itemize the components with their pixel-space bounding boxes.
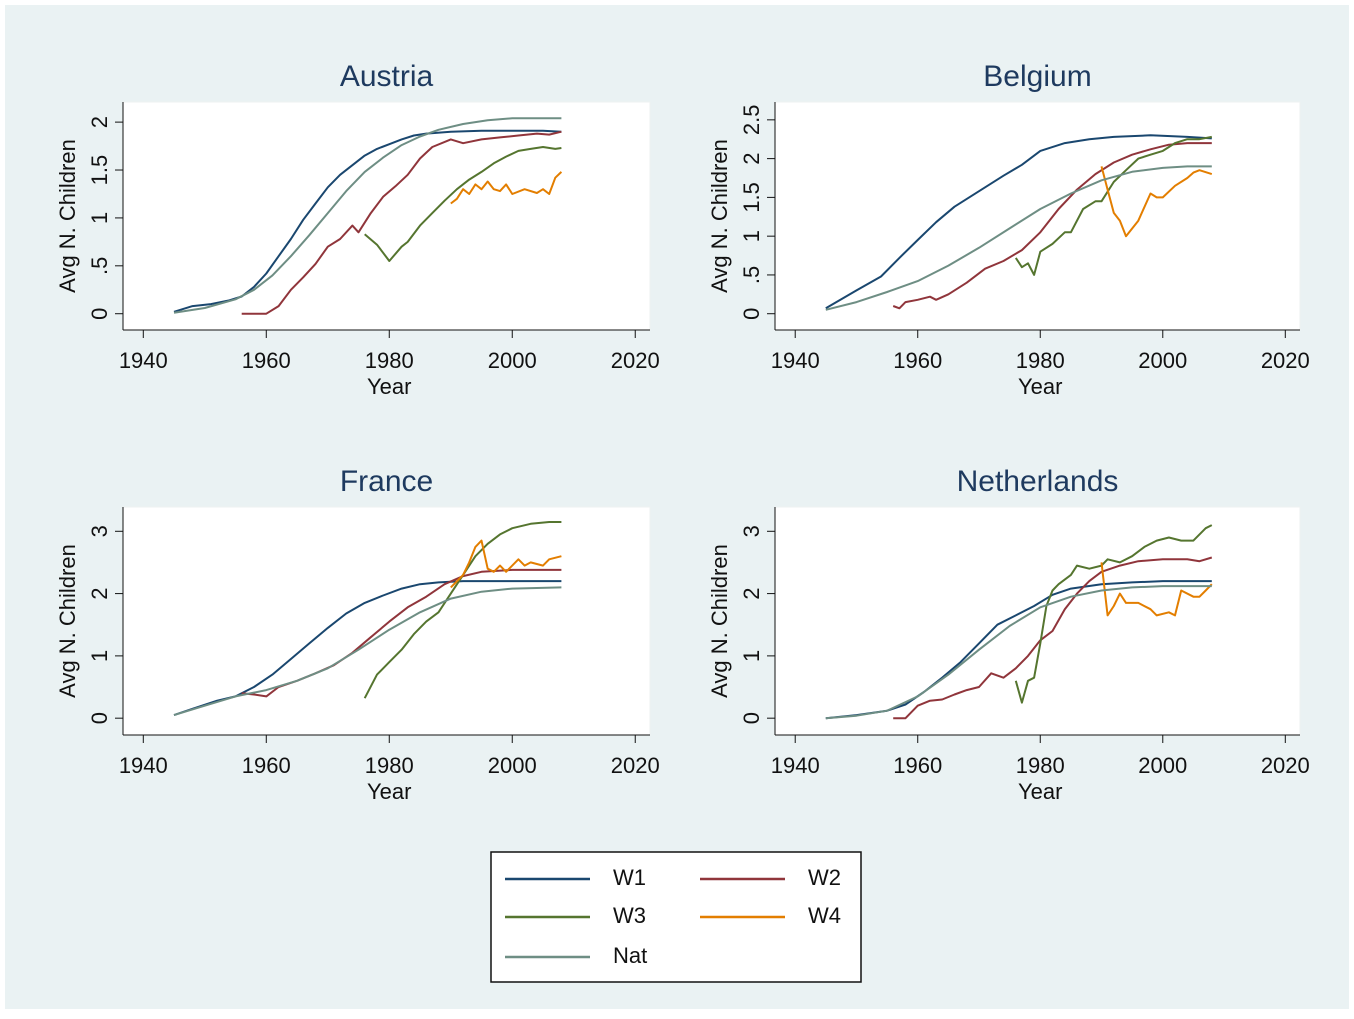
x-tick-label: 2000 xyxy=(488,348,537,373)
y-tick-label: 1 xyxy=(87,650,112,662)
x-axis-title: Year xyxy=(367,779,411,804)
y-tick-label: 2.5 xyxy=(739,105,764,136)
legend-label: W4 xyxy=(808,903,841,928)
series-line xyxy=(450,171,563,205)
y-axis-title: Avg N. Children xyxy=(707,544,732,698)
y-tick-label: 1 xyxy=(87,212,112,224)
y-tick-label: 0 xyxy=(739,712,764,724)
legend-label: W3 xyxy=(613,903,646,928)
series-line xyxy=(241,568,562,698)
series-line xyxy=(892,142,1212,310)
y-tick-label: .5 xyxy=(739,266,764,284)
x-tick-label: 1960 xyxy=(242,753,291,778)
x-tick-label: 1980 xyxy=(1016,348,1065,373)
plot-area xyxy=(774,101,1301,331)
legend-label: Nat xyxy=(613,943,647,968)
y-tick-label: .5 xyxy=(87,257,112,275)
y-tick-label: 2 xyxy=(87,116,112,128)
series-line xyxy=(241,130,562,315)
series-line xyxy=(173,586,562,717)
x-tick-label: 1940 xyxy=(119,348,168,373)
y-tick-label: 2 xyxy=(739,587,764,599)
x-tick-label: 2020 xyxy=(1261,753,1310,778)
x-tick-label: 2020 xyxy=(611,753,660,778)
series-line xyxy=(363,521,562,699)
x-tick-label: 2000 xyxy=(1138,348,1187,373)
series-line xyxy=(173,117,562,314)
series-line xyxy=(825,165,1212,311)
x-tick-label: 2020 xyxy=(611,348,660,373)
y-tick-label: 0 xyxy=(87,308,112,320)
legend-label: W1 xyxy=(613,865,646,890)
series-line xyxy=(825,585,1212,720)
x-tick-label: 1940 xyxy=(771,753,820,778)
series-line xyxy=(1100,562,1213,617)
series-line xyxy=(825,134,1212,310)
y-tick-label: 3 xyxy=(739,525,764,537)
panel-title: Netherlands xyxy=(957,465,1119,498)
y-tick-label: 2 xyxy=(87,587,112,599)
x-tick-label: 2000 xyxy=(1138,753,1187,778)
legend: W1 W2 W3 W4 Nat xyxy=(490,851,862,983)
y-tick-label: 0 xyxy=(87,712,112,724)
legend-label: W2 xyxy=(808,865,841,890)
x-tick-label: 1960 xyxy=(242,348,291,373)
x-tick-label: 1980 xyxy=(1016,753,1065,778)
y-tick-label: 1.5 xyxy=(739,182,764,213)
plot-area xyxy=(122,506,651,736)
x-tick-label: 1940 xyxy=(771,348,820,373)
series-line xyxy=(364,146,562,262)
y-tick-label: 0 xyxy=(739,308,764,320)
x-tick-label: 1960 xyxy=(893,753,942,778)
series-line xyxy=(1100,166,1213,238)
series-line xyxy=(450,539,562,589)
panel-title: Belgium xyxy=(983,60,1091,93)
panel-title: France xyxy=(340,465,433,498)
plot-area xyxy=(122,101,651,331)
y-axis-title: Avg N. Children xyxy=(55,544,80,698)
series-line xyxy=(1014,524,1213,704)
x-tick-label: 1980 xyxy=(365,348,414,373)
panel-title: Austria xyxy=(340,60,434,93)
series-line xyxy=(893,556,1213,720)
x-tick-label: 2000 xyxy=(488,753,537,778)
y-axis-title: Avg N. Children xyxy=(55,139,80,293)
y-axis-title: Avg N. Children xyxy=(707,139,732,293)
series-line xyxy=(825,580,1212,720)
x-tick-label: 2020 xyxy=(1261,348,1310,373)
x-axis-title: Year xyxy=(1018,779,1062,804)
x-tick-label: 1940 xyxy=(119,753,168,778)
y-tick-label: 1.5 xyxy=(87,155,112,186)
y-tick-label: 1 xyxy=(739,230,764,242)
y-tick-label: 1 xyxy=(739,650,764,662)
y-tick-label: 2 xyxy=(739,152,764,164)
x-axis-title: Year xyxy=(1018,374,1062,399)
plot-area xyxy=(774,506,1301,736)
x-axis-title: Year xyxy=(367,374,411,399)
x-tick-label: 1960 xyxy=(893,348,942,373)
x-tick-label: 1980 xyxy=(365,753,414,778)
y-tick-label: 3 xyxy=(87,525,112,537)
series-line xyxy=(1014,135,1212,276)
